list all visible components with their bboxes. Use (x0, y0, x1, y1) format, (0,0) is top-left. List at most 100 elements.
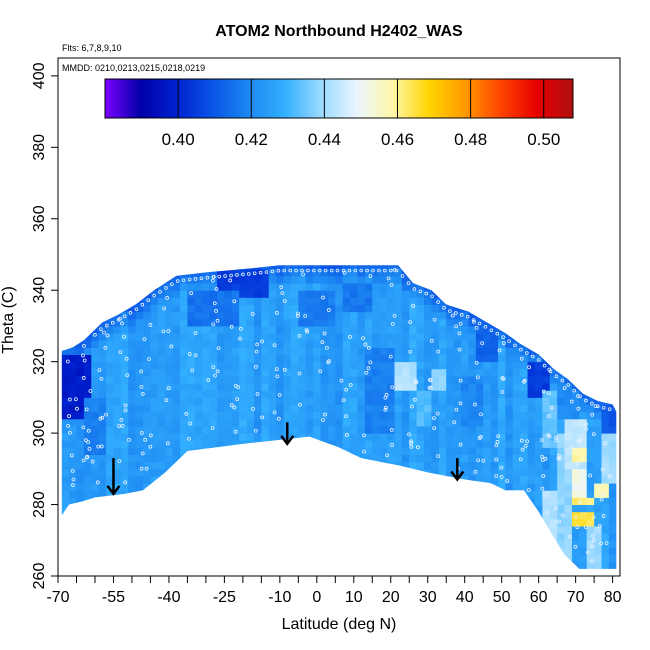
heatmap-cell (268, 547, 277, 556)
heatmap-cell (224, 411, 233, 420)
heatmap-cell (276, 304, 285, 313)
heatmap-cell (91, 333, 100, 341)
heatmap-cell (165, 268, 174, 277)
heatmap-cell (468, 561, 477, 569)
heatmap-cell (239, 275, 248, 284)
heatmap-cell (113, 347, 122, 356)
heatmap-cell (283, 533, 292, 541)
heatmap-cell (534, 304, 543, 313)
heatmap-cell (165, 361, 174, 370)
heatmap-cell (298, 368, 307, 377)
heatmap-cell (253, 283, 262, 291)
heatmap-cell (202, 340, 211, 348)
heatmap-cell (120, 540, 129, 548)
heatmap-cell (283, 265, 292, 270)
heatmap-cell (446, 425, 455, 434)
heatmap-cell (216, 354, 225, 363)
sample-point (542, 363, 547, 368)
heatmap-cell (461, 561, 469, 569)
heatmap-cell (313, 454, 322, 463)
heatmap-cell (143, 483, 151, 491)
heatmap-cell (202, 483, 211, 491)
heatmap-cell (76, 497, 85, 506)
heatmap-cell (608, 561, 617, 569)
heatmap-cell (298, 265, 307, 270)
heatmap-cell (586, 390, 595, 398)
heatmap-cell (608, 368, 617, 377)
sample-point (362, 433, 367, 438)
heatmap-cell (571, 497, 580, 506)
heatmap-cell (231, 418, 240, 427)
heatmap-cell (608, 375, 617, 384)
heatmap-cell (83, 354, 92, 363)
x-tick-label: 80 (604, 589, 622, 606)
heatmap-cell (135, 311, 144, 320)
heatmap-cell (143, 468, 151, 477)
heatmap-cell (231, 554, 240, 563)
heatmap-cell (505, 468, 514, 477)
heatmap-cell (76, 347, 85, 356)
heatmap-cell (505, 265, 514, 270)
colorbar-tick-label: 0.42 (235, 130, 268, 149)
heatmap-cell (505, 397, 514, 406)
heatmap-cell (372, 283, 381, 291)
heatmap-cell (202, 325, 211, 334)
heatmap-cell (113, 547, 122, 556)
heatmap-cell (202, 554, 211, 563)
sample-point (513, 343, 517, 348)
heatmap-cell (157, 454, 166, 463)
heatmap-cell (165, 483, 174, 491)
heatmap-cell (387, 311, 395, 320)
heatmap-cell (327, 347, 336, 356)
heatmap-cell (128, 361, 137, 370)
heatmap-cell (298, 540, 307, 548)
heatmap-cell (283, 483, 292, 491)
sample-point (98, 416, 103, 421)
dates-label: MMDD: 0210,0213,0215,0218,0219 (62, 63, 205, 73)
heatmap-cell (165, 511, 174, 520)
heatmap-cell (150, 333, 159, 341)
heatmap-cell (520, 333, 529, 341)
heatmap-cell (564, 297, 573, 305)
heatmap-cell (601, 361, 610, 370)
heatmap-cell (350, 325, 358, 334)
heatmap-cell (76, 468, 85, 477)
heatmap-cell (438, 347, 447, 356)
heatmap-cell (527, 265, 536, 270)
heatmap-cell (549, 447, 558, 456)
heatmap-cell (475, 511, 484, 520)
heatmap-cell (98, 461, 107, 470)
sample-point (193, 331, 198, 336)
heatmap-cell (135, 554, 144, 563)
heatmap-cell (143, 375, 151, 384)
sample-point (494, 474, 499, 478)
heatmap-cell (490, 297, 499, 305)
heatmap-cell (246, 390, 255, 398)
heatmap-cell (497, 561, 506, 569)
sample-point (432, 416, 436, 421)
heatmap-cell (601, 433, 610, 441)
heatmap-cell (379, 265, 388, 270)
heatmap-cell (313, 547, 322, 556)
heatmap-cell (468, 554, 477, 563)
sample-point (260, 339, 264, 344)
heatmap-cell (542, 390, 551, 398)
heatmap-cell (542, 447, 551, 456)
heatmap-cell (120, 511, 129, 520)
heatmap-cell (549, 311, 558, 320)
heatmap-cell (128, 297, 137, 305)
heatmap-cell (239, 304, 248, 313)
heatmap-cell (446, 404, 455, 413)
heatmap-cell (350, 311, 358, 320)
heatmap-cell (172, 404, 181, 413)
heatmap-cell (91, 290, 100, 298)
heatmap-cell (505, 340, 514, 348)
heatmap-cell (98, 311, 107, 320)
heatmap-cell (601, 497, 610, 506)
heatmap-cell (512, 404, 521, 413)
heatmap-cell (364, 525, 373, 534)
sample-point (569, 399, 574, 404)
heatmap-cell (564, 283, 573, 291)
heatmap-cell (61, 533, 70, 541)
sample-point (161, 329, 166, 334)
